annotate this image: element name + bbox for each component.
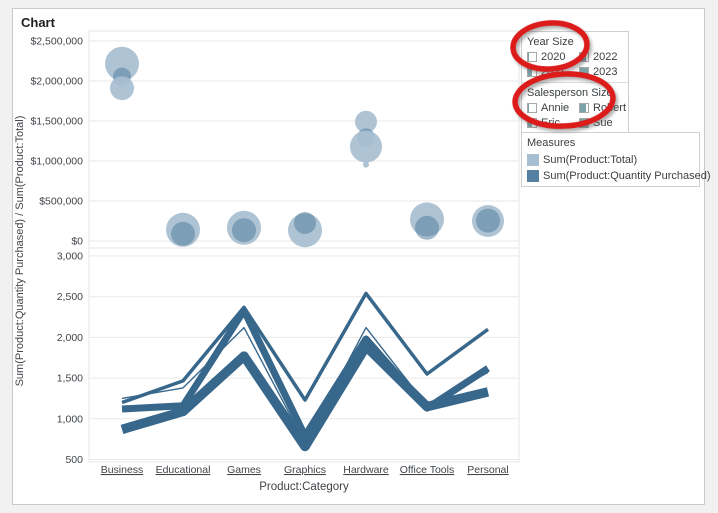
category-label-hardware[interactable]: Hardware — [343, 464, 389, 476]
y-tick-label: $500,000 — [39, 196, 83, 208]
line-thin — [121, 326, 489, 444]
legend-item-sum-quantity[interactable]: Sum(Product:Quantity Purchased) — [527, 170, 711, 182]
legend-item-sum-total[interactable]: Sum(Product:Total) — [527, 154, 694, 166]
category-label-graphics[interactable]: Graphics — [284, 464, 326, 476]
size-swatch-icon — [579, 103, 589, 113]
legend-section-year-size: Year Size 2020 2022 2021 2023 — [522, 32, 628, 82]
legend-item-robert[interactable]: Robert — [579, 102, 626, 114]
measure-swatch-icon — [527, 170, 539, 182]
y-tick-label: 2,000 — [57, 332, 83, 344]
bubble-quantity — [294, 212, 316, 234]
y-tick-label: 3,000 — [57, 251, 83, 263]
legend-item-2023[interactable]: 2023 — [579, 66, 623, 78]
legend-panel-sizes: Year Size 2020 2022 2021 2023 — [521, 31, 629, 134]
y-tick-label: $2,000,000 — [30, 76, 83, 88]
bubble-quantity — [476, 208, 500, 233]
y-tick-label: $1,000,000 — [30, 156, 83, 168]
size-swatch-icon — [527, 118, 537, 128]
category-label-business[interactable]: Business — [101, 464, 144, 476]
legend-item-2020[interactable]: 2020 — [527, 51, 579, 63]
x-axis-title: Product:Category — [259, 481, 349, 493]
legend-title-salesperson-size: Salesperson Size — [527, 87, 613, 99]
line-medium — [121, 291, 490, 405]
y-tick-label: 2,500 — [57, 291, 83, 303]
size-swatch-icon — [527, 67, 537, 77]
bubble-quantity — [232, 218, 256, 243]
size-swatch-icon — [527, 103, 537, 113]
legend-item-2022[interactable]: 2022 — [579, 51, 623, 63]
y-tick-label: $0 — [71, 236, 83, 248]
line-plot-area — [88, 247, 520, 463]
chart-canvas: $2,500,000 $2,000,000 $1,500,000 $1,000,000… — [30, 30, 520, 493]
legend-item-annie[interactable]: Annie — [527, 102, 579, 114]
legend-section-measures: Measures Sum(Product:Total) Sum(Product:… — [522, 133, 711, 186]
bubble-total — [105, 46, 139, 81]
legend-section-salesperson-size: Salesperson Size Annie Robert Eric Sue — [522, 82, 628, 133]
bubble-quantity — [171, 221, 195, 246]
legend-item-eric[interactable]: Eric — [527, 117, 579, 129]
line-extra-thick — [120, 341, 490, 452]
size-swatch-icon — [579, 52, 589, 62]
bubble-quantity — [415, 215, 439, 240]
bubble-total — [110, 76, 134, 101]
category-label-office-tools[interactable]: Office Tools — [400, 464, 454, 476]
legend-title-measures: Measures — [527, 137, 576, 149]
y-tick-label: 500 — [65, 454, 83, 466]
bubble-total — [350, 130, 382, 163]
legend-item-2021[interactable]: 2021 — [527, 66, 579, 78]
bubble-total — [355, 110, 377, 133]
measure-swatch-icon — [527, 154, 539, 166]
legend-item-sue[interactable]: Sue — [579, 117, 626, 129]
category-label-games[interactable]: Games — [227, 464, 261, 476]
size-swatch-icon — [527, 52, 537, 62]
chart-card: Chart Sum(Product:Quantity Purchased) / … — [12, 8, 711, 505]
bubble-total — [363, 161, 369, 168]
y-tick-label: $1,500,000 — [30, 116, 83, 128]
legend-title-year-size: Year Size — [527, 36, 574, 48]
category-label-educational[interactable]: Educational — [156, 464, 211, 476]
y-tick-label: 1,500 — [57, 373, 83, 385]
y-tick-label: 1,000 — [57, 413, 83, 425]
category-label-personal[interactable]: Personal — [467, 464, 508, 476]
y-tick-label: $2,500,000 — [30, 36, 83, 48]
size-swatch-icon — [579, 67, 589, 77]
chart-title: Chart — [21, 15, 55, 30]
size-swatch-icon — [579, 118, 589, 128]
legend-panel-measures: Measures Sum(Product:Total) Sum(Product:… — [521, 132, 711, 187]
